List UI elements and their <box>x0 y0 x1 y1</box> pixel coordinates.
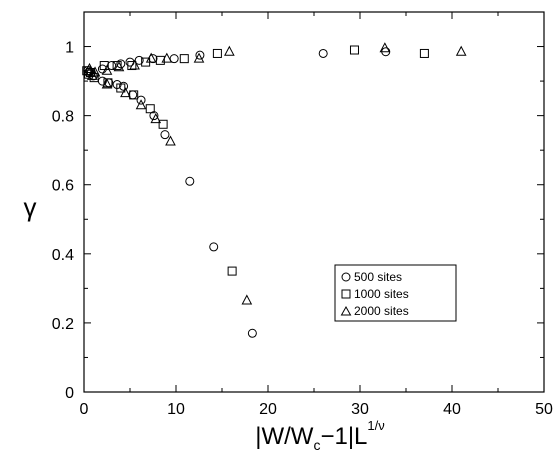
legend-marker-500-sites <box>341 272 351 282</box>
point-2000-sites <box>379 42 391 53</box>
point-1000-sites <box>212 48 222 58</box>
point-2000-sites <box>101 64 113 75</box>
x-tick-label: 20 <box>259 401 277 418</box>
point-1000-sites <box>158 119 168 129</box>
point-2000-sites <box>84 62 95 73</box>
x-axis-title-main: |W/W <box>255 423 314 450</box>
legend-label-1000-sites: 1000 sites <box>354 287 409 301</box>
point-1000-sites <box>227 266 237 276</box>
point-1000-sites <box>145 104 155 114</box>
point-1000-sites <box>99 61 109 71</box>
point-500-sites <box>169 54 179 64</box>
legend-marker-1000-sites <box>341 289 351 299</box>
point-2000-sites <box>135 99 147 110</box>
point-2000-sites <box>165 135 176 146</box>
point-1000-sites <box>419 48 429 58</box>
point-500-sites <box>318 48 328 58</box>
point-2000-sites <box>113 61 125 72</box>
point-2000-sites <box>224 45 235 56</box>
point-1000-sites <box>179 54 189 64</box>
point-500-sites <box>247 328 257 338</box>
y-tick-label: 0.6 <box>52 178 74 195</box>
plot-frame <box>83 11 545 393</box>
y-tick-label: 0 <box>65 385 74 402</box>
point-1000-sites <box>116 83 126 93</box>
point-500-sites <box>136 95 146 105</box>
point-2000-sites <box>86 69 98 80</box>
point-500-sites <box>160 130 170 140</box>
x-tick-label: 50 <box>535 401 553 418</box>
point-500-sites <box>185 176 195 186</box>
point-2000-sites <box>150 113 162 124</box>
y-axis-title: γ <box>24 192 37 222</box>
point-500-sites <box>195 50 205 60</box>
legend-label-500-sites: 500 sites <box>354 270 402 284</box>
point-1000-sites <box>349 45 359 55</box>
point-1000-sites <box>129 90 139 100</box>
point-1000-sites <box>103 78 113 88</box>
point-2000-sites <box>145 52 157 63</box>
y-tick-label: 0.8 <box>52 109 74 126</box>
axis-tick-labels: 0 10 20 30 40 50 0 0.2 0.4 0.6 0.8 1 <box>52 40 553 418</box>
point-2000-sites <box>161 52 173 63</box>
x-axis-title: |W/Wc−1|L1/ν <box>255 418 385 451</box>
point-500-sites <box>119 81 129 91</box>
y-tick-label: 0.4 <box>52 247 74 264</box>
x-tick-label: 30 <box>351 401 369 418</box>
legend-marker-2000-sites <box>340 305 352 316</box>
point-2000-sites <box>120 87 131 98</box>
x-tick-label: 0 <box>80 401 89 418</box>
point-500-sites <box>97 64 107 74</box>
y-tick-label: 0.2 <box>52 316 74 333</box>
point-1000-sites <box>155 55 165 65</box>
point-500-sites <box>134 55 144 65</box>
x-axis-title-subscript: c <box>313 437 320 451</box>
point-2000-sites <box>241 294 253 305</box>
point-2000-sites <box>129 59 140 70</box>
legend-label-2000-sites: 2000 sites <box>354 304 409 318</box>
point-500-sites <box>209 242 219 252</box>
data-points <box>82 42 467 338</box>
x-axis-title-middle: −1|L <box>320 423 367 450</box>
x-tick-label: 40 <box>443 401 461 418</box>
x-tick-label: 10 <box>167 401 185 418</box>
y-tick-label: 1 <box>65 40 74 57</box>
axis-ticks <box>83 12 545 393</box>
legend: 500 sites 1000 sites 2000 sites <box>334 264 457 322</box>
legend-box <box>334 264 457 322</box>
point-2000-sites <box>455 45 467 56</box>
point-2000-sites <box>101 78 113 89</box>
point-2000-sites <box>193 52 205 63</box>
x-axis-title-superscript: 1/ν <box>367 418 384 433</box>
point-500-sites <box>107 61 117 71</box>
